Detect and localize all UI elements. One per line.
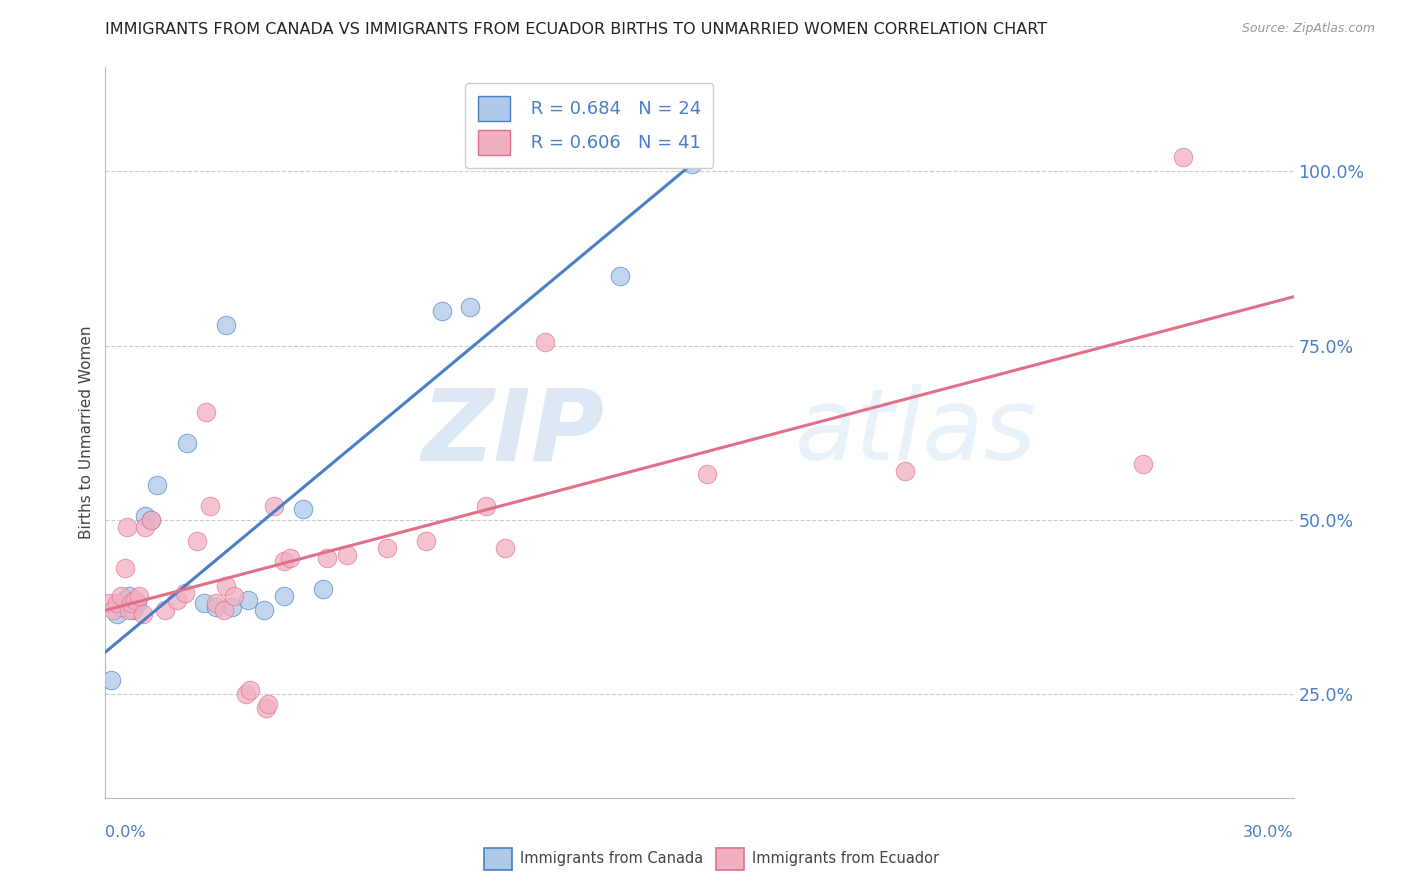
- Point: [103, 603, 125, 617]
- Point: [316, 551, 339, 566]
- Point: [254, 700, 277, 714]
- Point: [214, 603, 236, 617]
- Point: [235, 687, 257, 701]
- Point: [236, 592, 259, 607]
- Point: [215, 579, 238, 593]
- Point: [458, 300, 481, 314]
- Point: [193, 596, 215, 610]
- Point: [205, 599, 228, 614]
- FancyBboxPatch shape: [716, 848, 744, 870]
- Text: Source: ZipAtlas.com: Source: ZipAtlas.com: [1241, 22, 1375, 36]
- Point: [273, 554, 295, 568]
- Text: ZIP: ZIP: [422, 384, 605, 481]
- Point: [200, 499, 222, 513]
- Point: [122, 603, 145, 617]
- Point: [98, 596, 121, 610]
- Y-axis label: Births to Unmarried Women: Births to Unmarried Women: [79, 326, 94, 540]
- Point: [273, 590, 295, 604]
- Legend:  R = 0.684   N = 24,  R = 0.606   N = 41: R = 0.684 N = 24, R = 0.606 N = 41: [465, 83, 713, 168]
- Text: atlas: atlas: [794, 384, 1036, 481]
- Point: [1171, 151, 1194, 165]
- Point: [336, 548, 359, 562]
- Point: [120, 596, 142, 610]
- Text: IMMIGRANTS FROM CANADA VS IMMIGRANTS FROM ECUADOR BIRTHS TO UNMARRIED WOMEN CORR: IMMIGRANTS FROM CANADA VS IMMIGRANTS FRO…: [105, 22, 1047, 37]
- Point: [278, 551, 301, 566]
- Point: [221, 599, 243, 614]
- Point: [239, 683, 262, 698]
- Point: [146, 478, 169, 492]
- Point: [609, 268, 631, 283]
- Point: [205, 596, 228, 610]
- Point: [115, 519, 138, 533]
- Point: [110, 599, 132, 614]
- Point: [415, 533, 437, 548]
- Point: [134, 509, 156, 524]
- Text: 0.0%: 0.0%: [105, 825, 146, 840]
- Point: [132, 607, 155, 621]
- Text: Immigrants from Ecuador: Immigrants from Ecuador: [752, 851, 939, 865]
- Point: [127, 596, 149, 610]
- Point: [173, 586, 195, 600]
- Point: [375, 541, 398, 555]
- Point: [176, 436, 198, 450]
- Point: [105, 596, 128, 610]
- Point: [166, 592, 188, 607]
- Point: [139, 513, 162, 527]
- Point: [114, 561, 136, 575]
- Point: [128, 590, 150, 604]
- Point: [139, 513, 162, 527]
- Text: Immigrants from Canada: Immigrants from Canada: [520, 851, 703, 865]
- Point: [292, 502, 315, 516]
- Point: [118, 590, 141, 604]
- Point: [118, 603, 141, 617]
- Point: [105, 607, 128, 621]
- Point: [256, 698, 278, 712]
- Point: [224, 590, 246, 604]
- Point: [894, 464, 917, 478]
- Point: [100, 673, 122, 687]
- Point: [474, 499, 496, 513]
- Point: [134, 519, 156, 533]
- Text: 30.0%: 30.0%: [1243, 825, 1294, 840]
- Point: [195, 405, 218, 419]
- Point: [263, 499, 285, 513]
- Point: [494, 541, 516, 555]
- Point: [215, 318, 238, 332]
- Point: [153, 603, 176, 617]
- Point: [253, 603, 276, 617]
- Point: [696, 467, 718, 482]
- Point: [186, 533, 208, 548]
- Point: [681, 157, 703, 171]
- FancyBboxPatch shape: [484, 848, 512, 870]
- Point: [114, 592, 136, 607]
- Point: [534, 334, 557, 349]
- Point: [110, 590, 132, 604]
- Point: [124, 592, 146, 607]
- Point: [1132, 457, 1154, 471]
- Point: [312, 582, 335, 597]
- Point: [430, 303, 453, 318]
